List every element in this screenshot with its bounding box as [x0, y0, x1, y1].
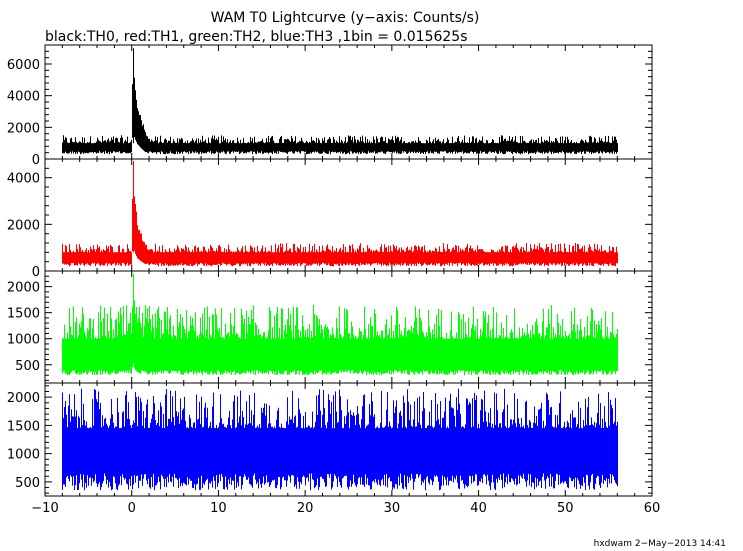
series-th3 [62, 388, 618, 491]
x-axis: −10 0 10 20 30 40 50 60 [31, 501, 660, 516]
x-tick-label: 50 [557, 501, 574, 516]
chart-title: WAM T0 Lightcurve (y−axis: Counts/s) [211, 10, 480, 26]
x-tick-label: 60 [644, 501, 661, 516]
series-th1 [62, 161, 618, 267]
y-tick-label: 1000 [7, 333, 40, 348]
x-tick-label: 10 [210, 501, 227, 516]
y-tick-label: 0 [32, 265, 40, 280]
chart-subtitle: black:TH0, red:TH1, green:TH2, blue:TH3 … [45, 29, 468, 45]
y-tick-label: 4000 [7, 90, 40, 105]
series-th0 [62, 48, 618, 155]
y-tick-label: 1500 [7, 307, 40, 322]
y-tick-label: 500 [15, 359, 40, 374]
y-tick-label: 2000 [7, 218, 40, 233]
panel-th1: 0 2000 4000 [7, 158, 653, 280]
y-tick-label: 1000 [7, 448, 40, 463]
panel-th0: 0 2000 4000 6000 [7, 44, 653, 168]
y-tick-label: 4000 [7, 172, 40, 187]
x-tick-label: 20 [297, 501, 314, 516]
panels-group: 0200040006000020004000500100015002000500… [7, 44, 653, 497]
series-th2 [62, 273, 618, 376]
panel-frame [44, 382, 653, 497]
y-tick-label: 1500 [7, 419, 40, 434]
panel-th2: 500 1000 1500 2000 [7, 270, 653, 384]
y-tick-label: 6000 [7, 58, 40, 73]
x-tick-label: 40 [470, 501, 487, 516]
y-tick-label: 2000 [7, 281, 40, 296]
y-tick-label: 500 [15, 476, 40, 491]
x-tick-label: 0 [128, 501, 136, 516]
y-tick-label: 0 [32, 153, 40, 168]
y-tick-label: 2000 [7, 391, 40, 406]
x-tick-label: 30 [384, 501, 401, 516]
footer-timestamp: hxdwam 2−May−2013 14:41 [594, 539, 726, 549]
panel-th3: 500 1000 1500 2000 [7, 382, 653, 497]
x-tick-label: −10 [31, 501, 58, 516]
y-tick-label: 2000 [7, 121, 40, 136]
